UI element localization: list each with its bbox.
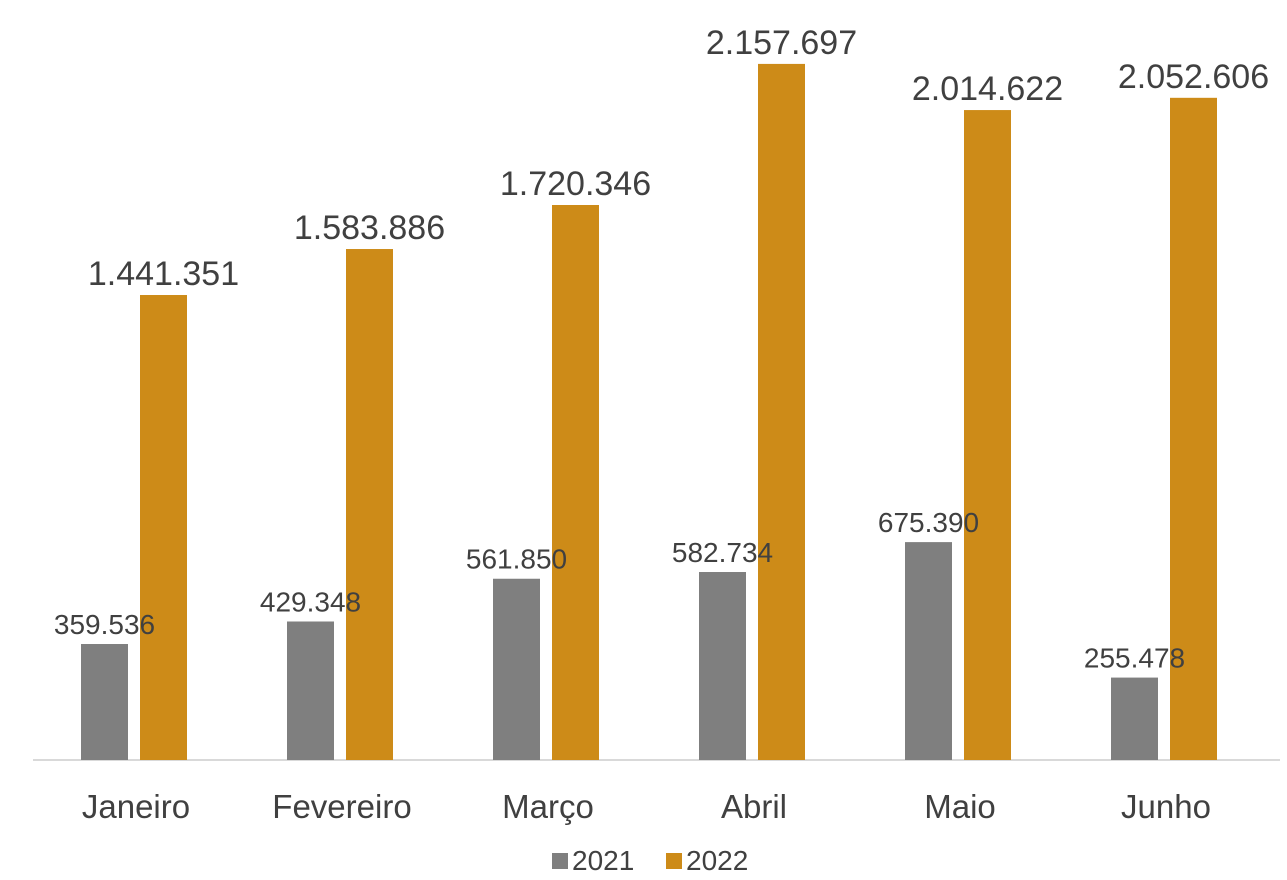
data-label-2021-janeiro: 359.536	[54, 609, 155, 640]
data-label-2021-março: 561.850	[466, 544, 567, 575]
data-label-2021-fevereiro: 429.348	[260, 586, 361, 617]
category-label-fevereiro: Fevereiro	[272, 788, 411, 825]
legend-label-2021: 2021	[572, 845, 634, 876]
bar-2022-janeiro	[140, 295, 187, 760]
bar-2022-março	[552, 205, 599, 761]
bar-2022-maio	[964, 110, 1011, 760]
bar-2021-junho	[1111, 677, 1158, 760]
bar-2021-abril	[699, 572, 746, 760]
bar-2021-maio	[905, 542, 952, 760]
data-label-2022-junho: 2.052.606	[1118, 58, 1269, 96]
data-label-2022-março: 1.720.346	[500, 165, 651, 203]
data-label-2022-fevereiro: 1.583.886	[294, 209, 445, 247]
category-label-abril: Abril	[721, 788, 787, 825]
data-label-2022-janeiro: 1.441.351	[88, 255, 239, 293]
legend-label-2022: 2022	[686, 845, 748, 876]
data-label-2022-maio: 2.014.622	[912, 70, 1063, 108]
data-label-2021-abril: 582.734	[672, 537, 773, 568]
data-label-2021-junho: 255.478	[1084, 643, 1185, 674]
data-labels-layer: 359.536 1.441.351 429.348 1.583.886 561.850 1…	[54, 24, 1269, 674]
bar-2021-fevereiro	[287, 621, 334, 760]
category-labels-layer: Janeiro Fevereiro Março Abril Maio Junho	[82, 788, 1211, 825]
data-label-2022-abril: 2.157.697	[706, 24, 857, 62]
legend-swatch-2021	[552, 853, 568, 869]
category-label-março: Março	[502, 788, 594, 825]
bar-2022-fevereiro	[346, 249, 393, 760]
bar-2021-março	[493, 578, 540, 760]
bars-layer	[81, 63, 1217, 761]
bar-2022-abril	[758, 63, 805, 760]
data-label-2021-maio: 675.390	[878, 507, 979, 538]
legend: 2021 2022	[552, 845, 748, 876]
category-label-janeiro: Janeiro	[82, 788, 190, 825]
category-label-junho: Junho	[1121, 788, 1211, 825]
bar-2022-junho	[1170, 97, 1217, 760]
bar-2021-janeiro	[81, 644, 128, 760]
category-label-maio: Maio	[924, 788, 996, 825]
legend-swatch-2022	[666, 853, 682, 869]
